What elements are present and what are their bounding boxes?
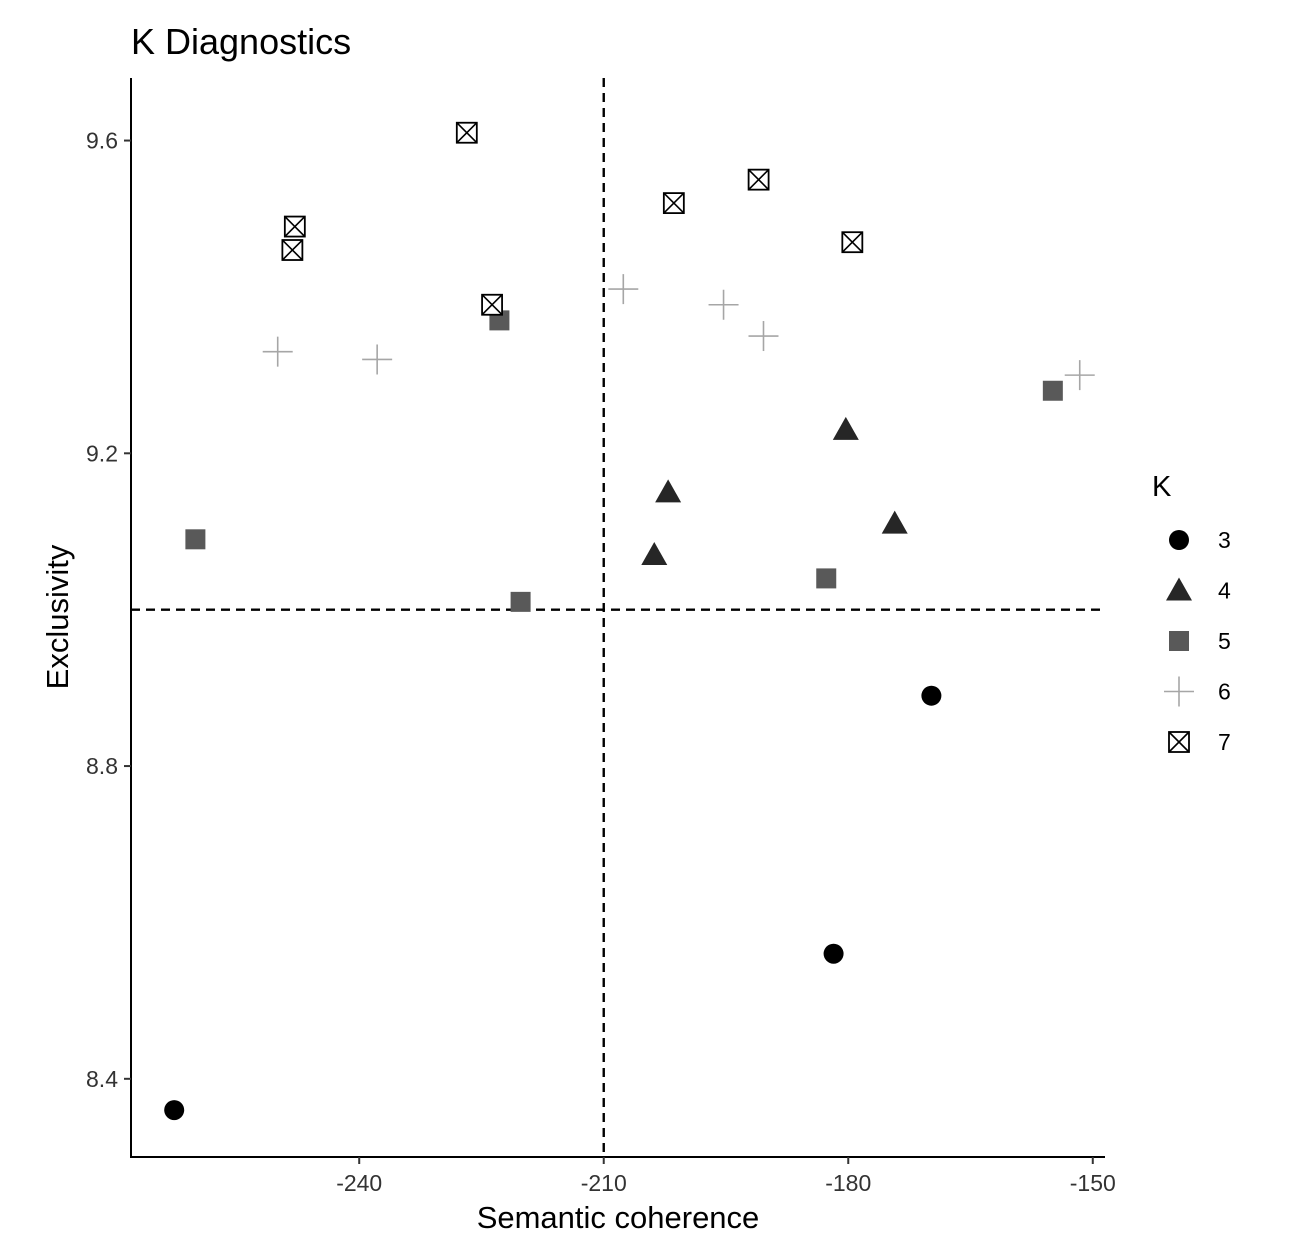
data-point-k7 bbox=[481, 293, 503, 316]
legend-key-k6 bbox=[1164, 676, 1194, 707]
data-point-k5 bbox=[510, 591, 531, 612]
legend-label-k6: 6 bbox=[1218, 679, 1231, 705]
data-point-k6 bbox=[608, 274, 639, 305]
x-tick-label: -180 bbox=[825, 1170, 871, 1196]
legend-key-k4 bbox=[1166, 577, 1192, 601]
y-axis-ticks: 8.4 8.8 9.2 9.6 bbox=[86, 128, 131, 1092]
data-point-k6 bbox=[708, 289, 739, 320]
data-point-k7 bbox=[283, 215, 306, 238]
data-point-k7 bbox=[455, 121, 478, 144]
data-point-k5 bbox=[185, 529, 206, 550]
legend-key-k5 bbox=[1169, 631, 1189, 651]
data-point-k7 bbox=[662, 192, 685, 215]
x-axis-ticks: -240 -210 -180 -150 bbox=[336, 1157, 1116, 1196]
y-tick-label: 8.8 bbox=[86, 753, 118, 779]
data-point-k6 bbox=[1064, 360, 1095, 391]
y-axis-title: Exclusivity bbox=[40, 544, 75, 689]
reference-lines bbox=[131, 78, 1105, 1157]
legend-key-k7 bbox=[1168, 731, 1190, 753]
x-tick-label: -150 bbox=[1070, 1170, 1116, 1196]
data-point-k3 bbox=[921, 685, 942, 706]
x-tick-label: -210 bbox=[581, 1170, 627, 1196]
data-point-k5 bbox=[816, 568, 837, 589]
legend-label-k5: 5 bbox=[1218, 628, 1231, 654]
data-point-k7 bbox=[281, 239, 304, 261]
legend-items: 3 4 5 6 7 bbox=[1164, 527, 1231, 755]
data-point-k6 bbox=[262, 336, 293, 367]
chart-title: K Diagnostics bbox=[131, 21, 351, 62]
y-tick-label: 8.4 bbox=[86, 1066, 118, 1092]
legend-label-k7: 7 bbox=[1218, 729, 1231, 755]
data-points bbox=[164, 121, 1095, 1121]
legend-title: K bbox=[1152, 471, 1172, 503]
data-point-k4 bbox=[655, 479, 682, 503]
x-tick-label: -240 bbox=[336, 1170, 382, 1196]
y-tick-label: 9.6 bbox=[86, 128, 118, 154]
legend-label-k3: 3 bbox=[1218, 527, 1231, 553]
data-point-k4 bbox=[881, 510, 908, 534]
data-point-k6 bbox=[748, 321, 779, 352]
data-point-k5 bbox=[1042, 380, 1063, 401]
data-point-k7 bbox=[747, 168, 770, 191]
data-point-k3 bbox=[164, 1100, 185, 1121]
data-point-k7 bbox=[841, 231, 864, 254]
plot-area bbox=[130, 78, 1105, 1158]
x-axis-title: Semantic coherence bbox=[477, 1200, 760, 1235]
data-point-k3 bbox=[823, 943, 844, 964]
data-point-k4 bbox=[641, 541, 668, 565]
legend: K 3 4 5 6 7 bbox=[1152, 471, 1231, 755]
data-point-k6 bbox=[362, 344, 393, 375]
legend-key-k3 bbox=[1169, 530, 1189, 550]
data-point-k4 bbox=[832, 416, 859, 440]
legend-label-k4: 4 bbox=[1218, 578, 1231, 604]
y-tick-label: 9.2 bbox=[86, 440, 118, 466]
